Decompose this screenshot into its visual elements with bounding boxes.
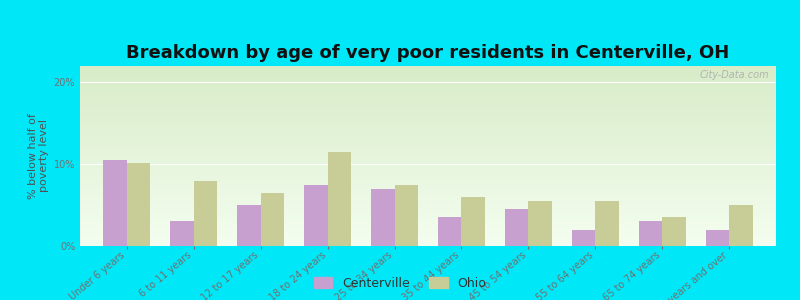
Bar	[170, 221, 194, 246]
Bar	[304, 184, 328, 246]
Bar	[505, 209, 528, 246]
Bar	[261, 193, 284, 246]
Bar	[127, 163, 150, 246]
Title: Breakdown by age of very poor residents in Centerville, OH: Breakdown by age of very poor residents …	[126, 44, 730, 62]
Y-axis label: % below half of
poverty level: % below half of poverty level	[28, 113, 50, 199]
Bar	[371, 189, 394, 246]
Bar	[394, 184, 418, 246]
Bar	[194, 181, 217, 246]
Bar	[706, 230, 729, 246]
Bar	[462, 197, 485, 246]
Bar	[528, 201, 552, 246]
Text: City-Data.com: City-Data.com	[699, 70, 769, 80]
Bar	[438, 218, 462, 246]
Bar	[595, 201, 618, 246]
Bar	[639, 221, 662, 246]
Legend: Centerville, Ohio: Centerville, Ohio	[310, 273, 490, 294]
Bar	[729, 205, 753, 246]
Bar	[662, 218, 686, 246]
Bar	[103, 160, 127, 246]
Bar	[328, 152, 351, 246]
Bar	[238, 205, 261, 246]
Bar	[572, 230, 595, 246]
